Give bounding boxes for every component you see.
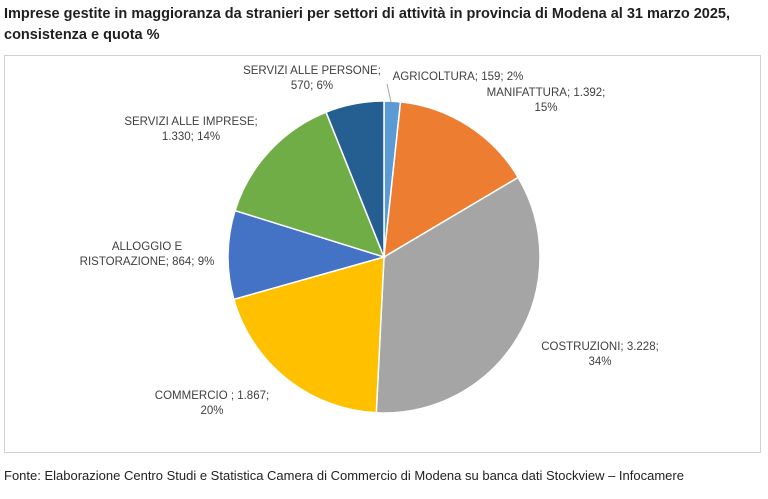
source-note: Fonte: Elaborazione Centro Studi e Stati… xyxy=(4,468,684,483)
pie-slice-manifattura xyxy=(383,101,520,259)
leader-line-agricoltura xyxy=(386,83,392,103)
pie-slice-servizi-alle-persone xyxy=(325,100,385,258)
pie-slice-costruzioni xyxy=(375,176,541,414)
slice-label-alloggio-e-ristorazione: ALLOGGIO E RISTORAZIONE; 864; 9% xyxy=(79,241,215,268)
slice-label-servizi-alle-persone: SERVIZI ALLE PERSONE; 570; 6% xyxy=(243,65,381,92)
pie-slice-commercio xyxy=(232,255,385,414)
slice-label-agricoltura: AGRICOLTURA; 159; 2% xyxy=(392,71,524,83)
slice-label-manifattura: MANIFATTURA; 1.392; 15% xyxy=(486,87,606,114)
slice-label-costruzioni: COSTRUZIONI; 3.228; 34% xyxy=(541,341,659,368)
chart-title: Imprese gestite in maggioranza da strani… xyxy=(4,6,731,43)
slice-label-servizi-alle-imprese: SERVIZI ALLE IMPRESE; 1.330; 14% xyxy=(124,116,258,143)
chart-area: AGRICOLTURA; 159; 2% MANIFATTURA; 1.392; 1… xyxy=(4,55,761,453)
pie-slice-alloggio-e-ristorazione xyxy=(227,209,387,301)
pie-slice-servizi-alle-imprese xyxy=(234,111,386,259)
slice-label-commercio: COMMERCIO ; 1.867; 20% xyxy=(154,390,270,417)
pie-chart xyxy=(227,83,541,414)
